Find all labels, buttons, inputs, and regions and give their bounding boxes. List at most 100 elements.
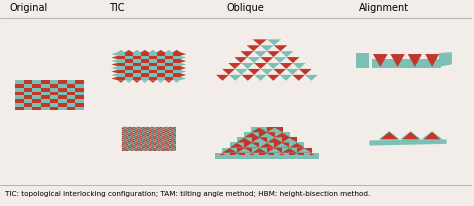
Polygon shape	[181, 67, 186, 70]
Bar	[135, 130, 142, 133]
Polygon shape	[137, 147, 140, 148]
Polygon shape	[144, 132, 147, 133]
Polygon shape	[144, 145, 147, 146]
Polygon shape	[169, 137, 172, 138]
Polygon shape	[181, 64, 186, 67]
Polygon shape	[122, 143, 125, 144]
Polygon shape	[128, 149, 131, 150]
Bar	[165, 74, 173, 77]
Bar	[15, 107, 24, 111]
Bar	[423, 60, 441, 68]
Polygon shape	[181, 74, 186, 77]
Polygon shape	[253, 40, 267, 46]
Polygon shape	[146, 131, 149, 132]
Bar	[141, 53, 149, 56]
Polygon shape	[135, 143, 138, 144]
Polygon shape	[128, 134, 131, 135]
Bar	[133, 60, 141, 63]
Polygon shape	[144, 136, 147, 137]
Polygon shape	[157, 81, 164, 83]
Bar	[157, 77, 165, 81]
Polygon shape	[146, 134, 149, 135]
Bar	[67, 88, 75, 92]
Polygon shape	[254, 75, 267, 81]
Bar	[157, 70, 165, 74]
Polygon shape	[149, 134, 152, 135]
Bar	[165, 60, 173, 63]
Bar	[149, 53, 157, 56]
Bar	[251, 128, 267, 133]
Bar	[135, 148, 142, 151]
Polygon shape	[153, 134, 155, 135]
Bar	[173, 56, 181, 60]
Bar	[33, 107, 41, 111]
Bar	[122, 136, 128, 139]
Bar	[41, 92, 50, 96]
Bar	[157, 63, 165, 67]
Polygon shape	[126, 149, 128, 150]
Polygon shape	[130, 138, 134, 139]
Polygon shape	[165, 51, 173, 53]
Bar	[157, 74, 165, 77]
Polygon shape	[164, 141, 168, 142]
Polygon shape	[181, 57, 186, 60]
Polygon shape	[130, 144, 134, 145]
Bar	[155, 148, 163, 151]
Polygon shape	[144, 129, 147, 130]
Bar	[67, 92, 75, 96]
Bar	[173, 53, 181, 56]
Polygon shape	[122, 128, 125, 130]
Bar	[135, 127, 142, 130]
Polygon shape	[142, 143, 145, 144]
Polygon shape	[157, 150, 161, 151]
Polygon shape	[123, 150, 127, 151]
Polygon shape	[166, 128, 169, 130]
Polygon shape	[142, 140, 145, 141]
Polygon shape	[149, 146, 152, 147]
Polygon shape	[135, 146, 138, 147]
Polygon shape	[144, 141, 147, 142]
Polygon shape	[289, 153, 304, 158]
Bar	[165, 53, 173, 56]
Polygon shape	[128, 131, 131, 132]
Bar	[41, 85, 50, 88]
Bar	[125, 67, 133, 70]
Polygon shape	[130, 147, 134, 148]
Polygon shape	[173, 51, 180, 53]
Polygon shape	[111, 60, 117, 63]
Polygon shape	[153, 146, 155, 147]
Polygon shape	[111, 53, 117, 56]
Polygon shape	[139, 128, 142, 130]
Polygon shape	[130, 148, 134, 149]
Polygon shape	[155, 134, 158, 135]
Polygon shape	[173, 140, 176, 141]
Polygon shape	[122, 131, 125, 132]
Polygon shape	[123, 136, 127, 137]
Polygon shape	[123, 148, 127, 149]
Polygon shape	[157, 145, 161, 146]
Polygon shape	[267, 64, 280, 70]
Bar	[163, 130, 169, 133]
Bar	[125, 77, 133, 81]
Polygon shape	[259, 133, 274, 138]
Polygon shape	[153, 128, 155, 130]
Bar	[289, 153, 304, 158]
Bar	[149, 133, 155, 136]
Polygon shape	[132, 134, 135, 135]
Bar	[15, 85, 24, 88]
Bar	[41, 107, 50, 111]
Polygon shape	[254, 52, 267, 58]
Bar	[33, 103, 41, 107]
Bar	[122, 133, 128, 136]
Polygon shape	[425, 55, 439, 68]
Polygon shape	[137, 136, 140, 137]
Bar	[222, 148, 237, 153]
Bar	[173, 67, 181, 70]
Bar	[67, 96, 75, 99]
Bar	[282, 138, 297, 143]
Bar	[142, 127, 149, 130]
Polygon shape	[280, 75, 292, 81]
Bar	[24, 96, 33, 99]
Polygon shape	[153, 149, 155, 150]
Polygon shape	[439, 53, 452, 68]
